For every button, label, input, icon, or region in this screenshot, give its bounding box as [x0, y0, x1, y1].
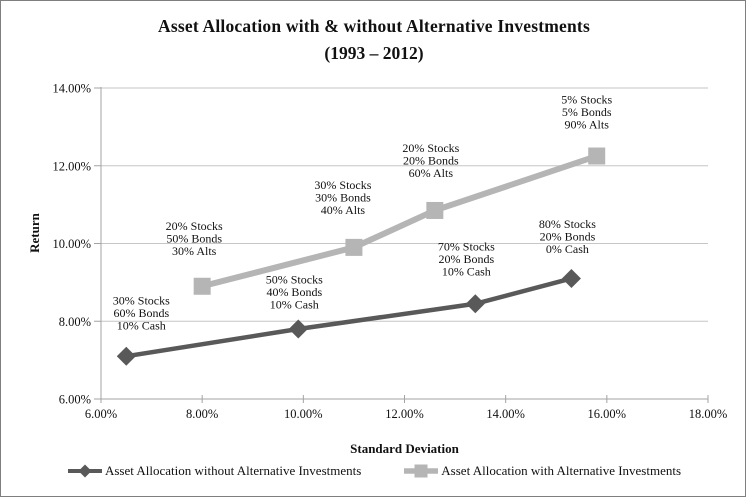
y-tick-label: 8.00%: [59, 315, 91, 329]
y-tick-label: 14.00%: [52, 82, 91, 96]
x-tick-label: 6.00%: [85, 407, 117, 421]
x-tick-label: 10.00%: [284, 407, 323, 421]
y-tick-label: 10.00%: [52, 237, 91, 251]
legend: Asset Allocation without Alternative Inv…: [1, 463, 745, 479]
point-label: 70% Stocks 20% Bonds 10% Cash: [438, 239, 495, 278]
point-label: 30% Stocks 60% Bonds 10% Cash: [113, 294, 170, 333]
x-tick-label: 18.00%: [689, 407, 728, 421]
x-tick-label: 12.00%: [385, 407, 424, 421]
point-label: 5% Stocks 5% Bonds 90% Alts: [561, 93, 612, 132]
data-point-marker: [288, 319, 308, 339]
data-point-marker: [345, 238, 363, 256]
point-label: 20% Stocks 50% Bonds 30% Alts: [166, 219, 223, 258]
legend-item-with-alternatives: Asset Allocation with Alternative Invest…: [403, 463, 681, 479]
point-label: 80% Stocks 20% Bonds 0% Cash: [539, 217, 596, 256]
series-line: [125, 276, 572, 359]
data-point-marker: [465, 294, 485, 314]
legend-label-with-alternatives: Asset Allocation with Alternative Invest…: [441, 463, 682, 478]
point-label: 50% Stocks 40% Bonds 10% Cash: [266, 273, 323, 312]
y-tick-label: 6.00%: [59, 393, 91, 407]
legend-item-without-alternatives: Asset Allocation without Alternative Inv…: [67, 463, 361, 479]
square-marker-icon: [404, 464, 439, 478]
chart-subtitle: (1993 – 2012): [324, 43, 424, 63]
y-tick-label: 12.00%: [52, 159, 91, 173]
legend-label-without-alternatives: Asset Allocation without Alternative Inv…: [104, 463, 362, 478]
data-point-marker: [561, 268, 581, 288]
data-point-marker: [426, 201, 444, 219]
x-tick-label: 8.00%: [186, 407, 218, 421]
chart-title: Asset Allocation with & without Alternat…: [158, 16, 590, 36]
data-point-marker: [193, 277, 211, 295]
data-point-marker: [588, 147, 606, 165]
x-axis-title: Standard Deviation: [350, 441, 459, 456]
point-label: 30% Stocks 30% Bonds 40% Alts: [314, 178, 371, 217]
data-point-marker: [116, 346, 136, 366]
point-label: 20% Stocks 20% Bonds 60% Alts: [402, 141, 459, 180]
x-tick-label: 16.00%: [588, 407, 627, 421]
diamond-marker-icon: [67, 464, 102, 478]
series-line: [201, 153, 598, 290]
x-tick-label: 14.00%: [486, 407, 525, 421]
